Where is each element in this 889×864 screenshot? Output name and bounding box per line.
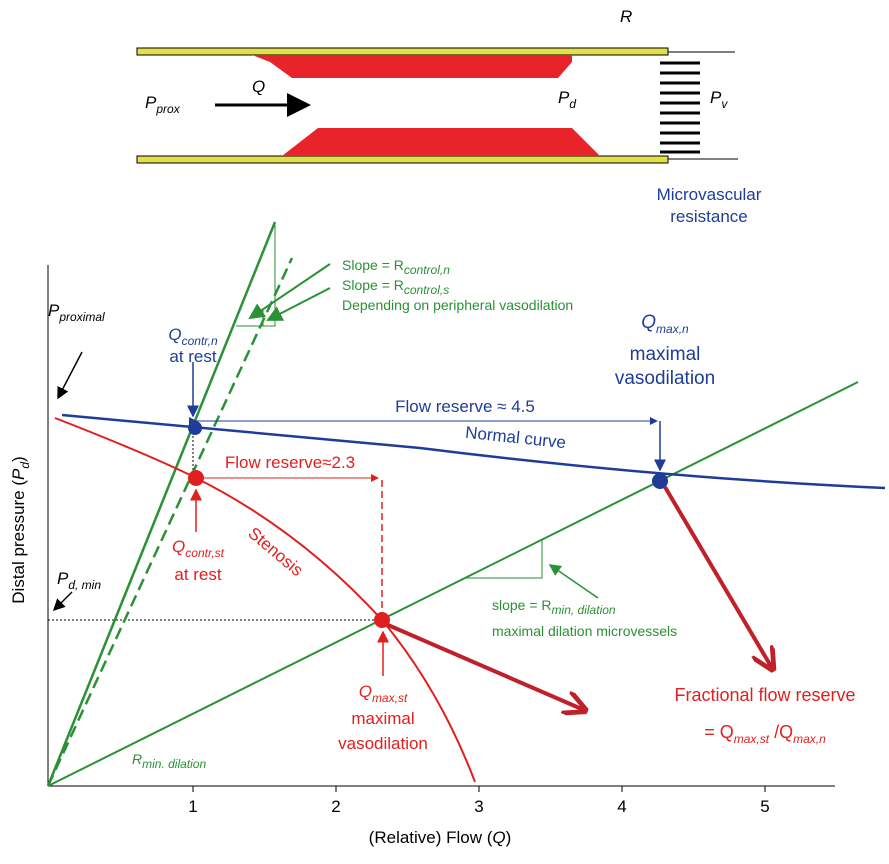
annotation: slope = Rmin, dilation [492, 597, 616, 617]
x-tick-label: 3 [474, 797, 483, 816]
vessel-schematic: R Pprox Q Pd Pv Microvascular resistance [137, 7, 762, 226]
page: R Pprox Q Pd Pv Microvascular resistance… [0, 0, 889, 864]
annotation: maximal dilation microvessels [492, 623, 677, 639]
annotation: Qmax,n [641, 312, 689, 336]
figure: R Pprox Q Pd Pv Microvascular resistance… [0, 0, 889, 864]
vessel-wall [137, 48, 668, 55]
point [188, 470, 204, 486]
min-dilation-line [48, 382, 858, 786]
label: R [620, 7, 632, 26]
x-tick-marks [193, 786, 765, 792]
label: Q [252, 77, 265, 96]
y-axis-title: Distal pressure (Pd) [9, 456, 32, 603]
label: Pprox [145, 93, 181, 116]
annotation: Qcontr,n [168, 325, 218, 348]
annotation: at rest [169, 347, 217, 366]
label: resistance [670, 207, 747, 226]
annotation: vasodilation [615, 368, 715, 389]
annotation: Rmin. dilation [132, 751, 206, 771]
annotation: Qmax,st [359, 682, 408, 705]
annotation: Depending on peripheral vasodilation [342, 297, 573, 313]
slope-triangle [236, 225, 275, 326]
x-tick-label: 1 [188, 797, 197, 816]
annotation: Flow reserve ≈ 4.5 [395, 397, 535, 416]
label: Pv [710, 88, 728, 111]
label: Microvascular [657, 185, 762, 204]
point [374, 612, 390, 628]
point [652, 473, 668, 489]
annotation: at rest [174, 565, 222, 584]
annotation: Pproximal [48, 301, 105, 324]
x-tick-label: 4 [617, 797, 626, 816]
point [188, 421, 202, 435]
annotation: Slope = Rcontrol,n [342, 257, 450, 277]
resistance-ladder [660, 63, 700, 152]
annotation: Fractional flow reserve [674, 685, 855, 705]
label: Pd [558, 88, 576, 111]
annotation: Stenosis [244, 524, 306, 580]
annotation: maximal [630, 344, 701, 365]
stenosis-plaque [252, 55, 572, 78]
annotation: = Qmax,st /Qmax,n [704, 722, 826, 746]
vessel-wall [137, 156, 668, 163]
annotation: Flow reserve≈2.3 [225, 453, 355, 472]
x-tick-label: 2 [331, 797, 340, 816]
arrow [250, 264, 330, 318]
annotation: vasodilation [338, 734, 428, 753]
arrow [268, 288, 330, 320]
x-axis-title: (Relative) Flow (Q) [369, 828, 512, 847]
annotation: Pd, min [57, 569, 101, 592]
arrow [550, 565, 598, 598]
stenosis-plaque [282, 128, 600, 156]
annotation: maximal [351, 709, 414, 728]
annotation: Slope = Rcontrol,s [342, 277, 449, 297]
graph: 1 2 3 4 5 (Relative) Flow (Q) Distal pre… [9, 222, 885, 847]
ffr-arrow [665, 487, 772, 668]
arrow [58, 352, 82, 398]
annotation: Normal curve [464, 423, 567, 452]
annotation: Qcontr,st [172, 537, 225, 560]
arrow [54, 592, 72, 610]
x-tick-label: 5 [760, 797, 769, 816]
